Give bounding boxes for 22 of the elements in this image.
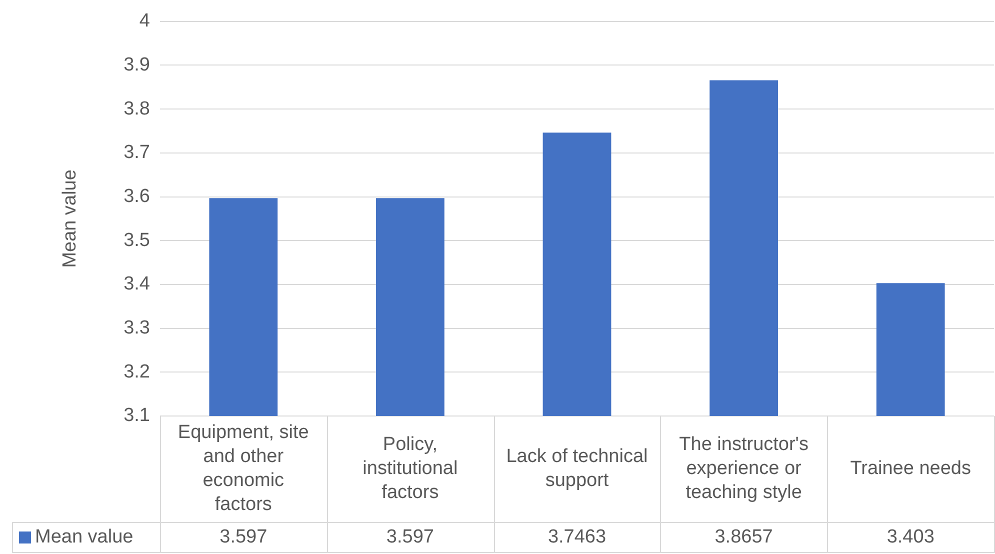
y-tick-label: 3.4 bbox=[124, 274, 150, 295]
y-tick-label: 3.9 bbox=[124, 54, 150, 76]
data-label: 3.403 bbox=[886, 526, 934, 548]
y-tick-label: 3.8 bbox=[124, 98, 150, 120]
y-tick-label: 3.7 bbox=[124, 142, 150, 164]
x-tick-label: Trainee needs bbox=[850, 458, 971, 480]
y-tick-label: 3.1 bbox=[124, 405, 150, 426]
y-tick-label: 3.2 bbox=[124, 361, 150, 382]
y-tick-label: 3.5 bbox=[124, 230, 150, 251]
y-tick-label: 3.6 bbox=[124, 186, 150, 208]
data-label: 3.597 bbox=[386, 526, 434, 548]
x-tick-label: The instructor's experience or teaching style bbox=[679, 434, 808, 504]
legend-label: Mean value bbox=[35, 526, 134, 548]
data-label: 3.7463 bbox=[548, 526, 606, 548]
data-label: 3.597 bbox=[220, 526, 268, 548]
y-tick-label: 3.3 bbox=[124, 318, 150, 339]
y-tick-label: 4 bbox=[139, 10, 150, 32]
x-tick-label: Policy, institutional factors bbox=[362, 434, 458, 504]
data-label: 3.8657 bbox=[714, 526, 773, 548]
x-tick-label: Equipment, site and other economic factors bbox=[178, 422, 309, 516]
y-axis-title: Mean value bbox=[60, 170, 81, 268]
x-tick-label: Lack of technical support bbox=[506, 446, 648, 492]
